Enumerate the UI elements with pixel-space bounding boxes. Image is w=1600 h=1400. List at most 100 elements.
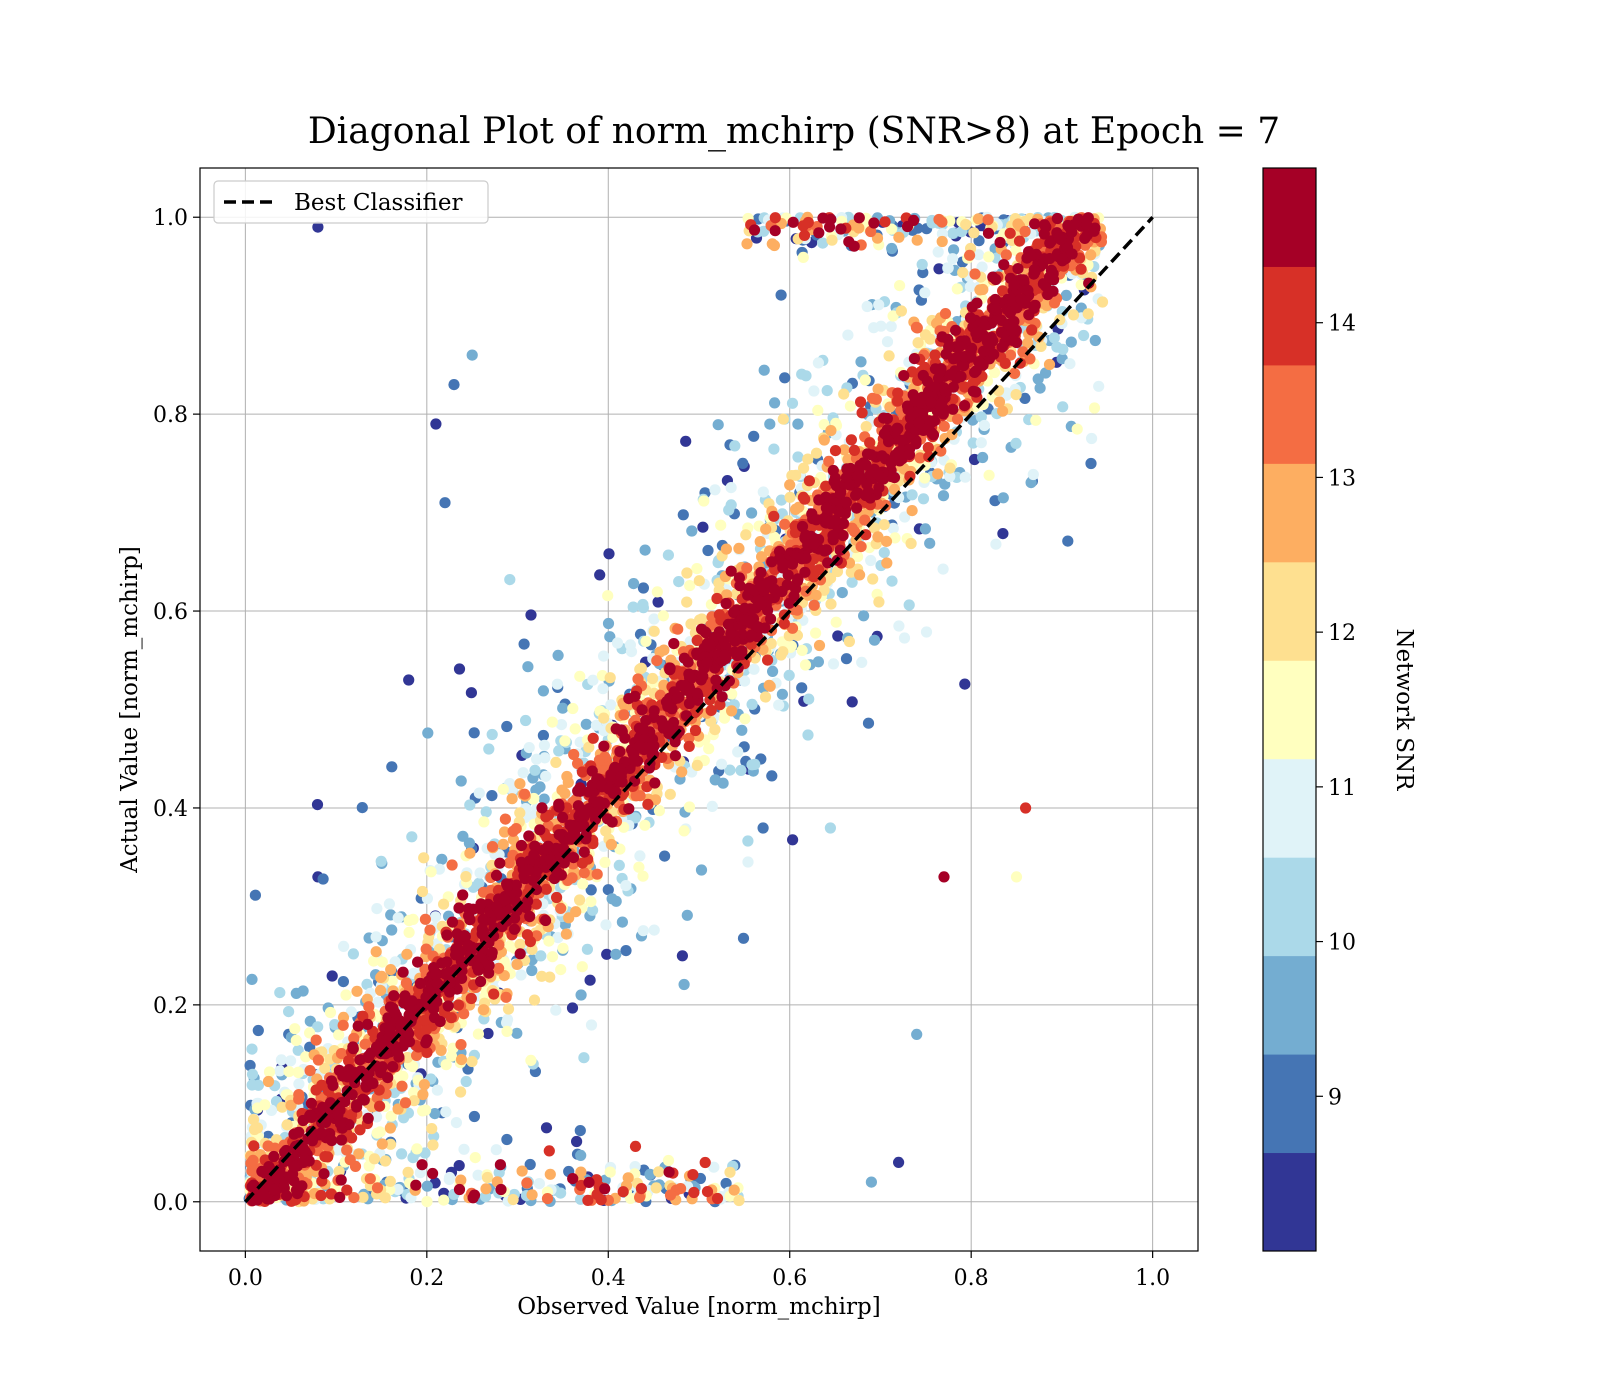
scatter-point bbox=[910, 321, 923, 333]
scatter-point bbox=[769, 212, 781, 224]
scatter-point bbox=[920, 626, 933, 638]
scatter-point bbox=[759, 691, 772, 703]
scatter-point bbox=[746, 759, 758, 771]
scatter-point bbox=[444, 1171, 456, 1184]
scatter-point bbox=[593, 754, 606, 766]
scatter-point bbox=[742, 856, 754, 868]
scatter-point bbox=[408, 1095, 420, 1107]
scatter-point bbox=[542, 809, 555, 821]
scatter-point bbox=[664, 788, 676, 800]
scatter-point bbox=[971, 297, 983, 309]
scatter-point bbox=[911, 1028, 923, 1040]
scatter-point bbox=[766, 770, 778, 782]
scatter-point bbox=[829, 445, 842, 457]
scatter-point bbox=[408, 1087, 420, 1099]
scatter-point bbox=[370, 931, 382, 943]
scatter-point bbox=[865, 554, 877, 567]
scatter-point bbox=[340, 989, 352, 1001]
scatter-point bbox=[1048, 297, 1061, 309]
scatter-point bbox=[785, 640, 798, 652]
scatter-point bbox=[354, 1054, 366, 1066]
scatter-point bbox=[865, 1176, 878, 1188]
scatter-point bbox=[446, 916, 459, 928]
scatter-point bbox=[673, 576, 685, 588]
scatter-point bbox=[385, 964, 397, 976]
scatter-point bbox=[247, 1154, 259, 1166]
scatter-point bbox=[808, 571, 820, 583]
scatter-point bbox=[591, 868, 603, 880]
scatter-point bbox=[293, 1089, 305, 1101]
scatter-point bbox=[728, 1184, 740, 1196]
scatter-point bbox=[370, 946, 382, 958]
scatter-point bbox=[418, 1079, 430, 1091]
scatter-point bbox=[672, 623, 684, 635]
scatter-point bbox=[453, 663, 466, 675]
scatter-point bbox=[521, 1177, 533, 1189]
scatter-point bbox=[951, 283, 963, 295]
scatter-point bbox=[983, 469, 995, 481]
scatter-point bbox=[335, 1048, 348, 1060]
scatter-point bbox=[351, 985, 363, 997]
scatter-point bbox=[503, 857, 515, 869]
scatter-point bbox=[1027, 468, 1039, 481]
scatter-point bbox=[668, 638, 680, 650]
scatter-point bbox=[580, 718, 592, 730]
scatter-point bbox=[625, 646, 638, 658]
scatter-point bbox=[748, 430, 760, 442]
scatter-point bbox=[598, 650, 610, 662]
scatter-point bbox=[764, 418, 776, 430]
scatter-point bbox=[868, 634, 881, 646]
scatter-point bbox=[401, 948, 413, 960]
scatter-point bbox=[653, 805, 666, 817]
scatter-point bbox=[873, 596, 885, 608]
scatter-point bbox=[418, 852, 430, 864]
scatter-point bbox=[403, 1036, 416, 1048]
scatter-point bbox=[977, 283, 989, 296]
scatter-point bbox=[651, 655, 663, 667]
scatter-point bbox=[544, 1168, 556, 1180]
scatter-point bbox=[757, 486, 769, 498]
scatter-point bbox=[453, 902, 465, 914]
scatter-point bbox=[823, 455, 835, 467]
scatter-point bbox=[741, 562, 753, 574]
scatter-point bbox=[1065, 336, 1077, 348]
scatter-point bbox=[500, 991, 512, 1003]
scatter-point bbox=[358, 1094, 370, 1106]
scatter-point bbox=[627, 601, 639, 613]
scatter-point bbox=[611, 637, 624, 649]
scatter-point bbox=[975, 411, 987, 423]
scatter-point bbox=[872, 531, 884, 543]
scatter-point bbox=[620, 945, 632, 957]
scatter-point bbox=[810, 447, 823, 459]
scatter-point bbox=[384, 1122, 396, 1134]
scatter-point bbox=[388, 1087, 400, 1099]
scatter-point bbox=[337, 1011, 350, 1024]
scatter-point bbox=[999, 357, 1011, 369]
scatter-point bbox=[729, 440, 741, 452]
scatter-point bbox=[531, 753, 543, 765]
scatter-point bbox=[976, 261, 988, 273]
scatter-point bbox=[885, 320, 897, 333]
scatter-point bbox=[329, 1019, 341, 1031]
scatter-point bbox=[808, 385, 820, 397]
scatter-point bbox=[396, 1148, 408, 1160]
scatter-point bbox=[737, 932, 750, 944]
scatter-point bbox=[371, 903, 383, 915]
scatter-point bbox=[1013, 235, 1026, 247]
scatter-point bbox=[851, 502, 863, 514]
scatter-point bbox=[852, 551, 864, 563]
scatter-point bbox=[706, 800, 718, 813]
scatter-point bbox=[739, 713, 751, 725]
scatter-point bbox=[567, 1173, 579, 1185]
scatter-point bbox=[1009, 367, 1021, 379]
scatter-point bbox=[825, 598, 837, 610]
scatter-point bbox=[758, 364, 770, 376]
scatter-point bbox=[908, 214, 920, 226]
scatter-point bbox=[937, 490, 950, 502]
scatter-point bbox=[676, 766, 688, 778]
scatter-point bbox=[319, 1151, 331, 1163]
scatter-point bbox=[653, 1166, 665, 1178]
scatter-point bbox=[766, 238, 778, 250]
scatter-point bbox=[893, 620, 905, 632]
scatter-point bbox=[697, 521, 709, 533]
